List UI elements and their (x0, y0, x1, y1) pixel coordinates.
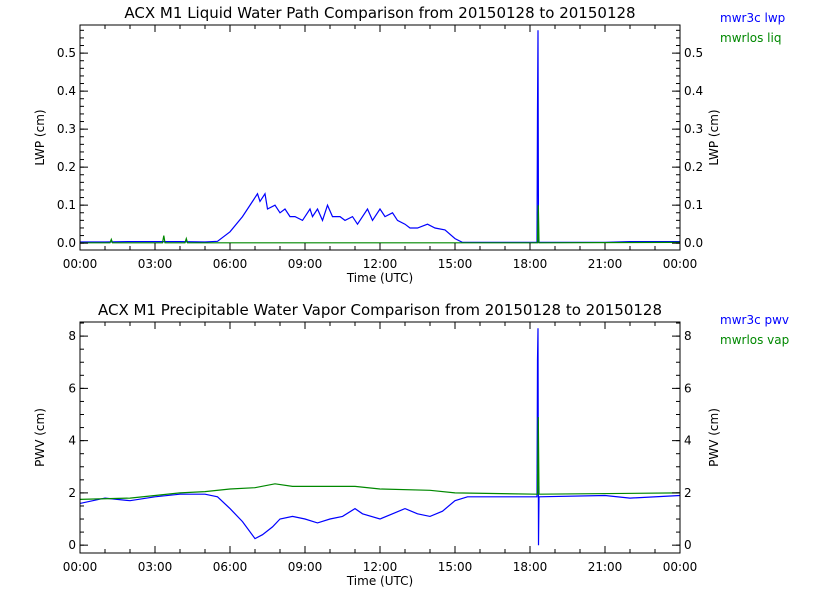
x-tick-label: 21:00 (588, 257, 623, 271)
x-tick-label: 09:00 (288, 560, 323, 574)
series-line-mwrlos-vap (79, 417, 681, 500)
y-tick-label: 4 (68, 434, 76, 448)
chart-title: ACX M1 Precipitable Water Vapor Comparis… (98, 301, 662, 319)
y-tick-label: 0.2 (57, 160, 76, 174)
y-tick-label-right: 8 (684, 329, 692, 343)
legend-entry: mwr3c lwp (720, 11, 785, 25)
y-tick-label-right: 6 (684, 381, 692, 395)
legend-entry: mwrlos vap (720, 333, 789, 347)
y-tick-label-right: 0.2 (684, 160, 703, 174)
x-tick-label: 12:00 (363, 257, 398, 271)
x-tick-label: 06:00 (213, 560, 248, 574)
y-tick-label: 0.1 (57, 198, 76, 212)
y-tick-label-right: 0 (684, 538, 692, 552)
y-tick-label: 6 (68, 381, 76, 395)
series-line-mwr3c-pwv (79, 328, 681, 546)
plot-frame (79, 24, 681, 251)
y-tick-label: 0.5 (57, 46, 76, 60)
legend-entry: mwrlos liq (720, 31, 781, 45)
series-line-mwrlos-liq (80, 205, 681, 244)
y-tick-label: 8 (68, 329, 76, 343)
x-tick-label: 21:00 (588, 560, 623, 574)
x-tick-label: 00:00 (663, 257, 698, 271)
series-line-mwr3c-lwp (80, 30, 680, 243)
y-tick-label: 0.4 (57, 84, 76, 98)
y-axis-label-right: PWV (cm) (707, 408, 721, 467)
y-tick-label: 2 (68, 486, 76, 500)
x-tick-label: 03:00 (138, 257, 173, 271)
y-tick-label-right: 0.5 (684, 46, 703, 60)
x-tick-label: 00:00 (63, 560, 98, 574)
y-tick-label-right: 0.0 (684, 236, 703, 250)
y-tick-label-right: 0.1 (684, 198, 703, 212)
x-tick-label: 18:00 (513, 560, 548, 574)
plot-1: mwr3c pwv mwrlos vap ACX M1 Precipitable W… (33, 301, 789, 588)
y-axis-label: LWP (cm) (33, 109, 47, 165)
x-tick-label: 00:00 (663, 560, 698, 574)
y-tick-label-right: 0.4 (684, 84, 703, 98)
legend-entry: mwr3c pwv (720, 313, 789, 327)
x-tick-label: 03:00 (138, 560, 173, 574)
x-tick-label: 09:00 (288, 257, 323, 271)
x-axis-label: Time (UTC) (346, 574, 413, 588)
y-tick-label: 0.0 (57, 236, 76, 250)
x-tick-label: 06:00 (213, 257, 248, 271)
y-tick-label-right: 4 (684, 434, 692, 448)
y-tick-label-right: 0.3 (684, 122, 703, 136)
x-axis-label: Time (UTC) (346, 271, 413, 285)
x-tick-label: 00:00 (63, 257, 98, 271)
y-tick-label-right: 2 (684, 486, 692, 500)
x-tick-label: 15:00 (438, 257, 473, 271)
y-axis-label: PWV (cm) (33, 408, 47, 467)
x-tick-label: 18:00 (513, 257, 548, 271)
plot-frame (79, 321, 681, 554)
plot-0: mwr3c lwp mwrlos liq ACX M1 Liquid Water P… (33, 4, 785, 285)
x-tick-label: 12:00 (363, 560, 398, 574)
y-tick-label: 0 (68, 538, 76, 552)
y-tick-label: 0.3 (57, 122, 76, 136)
chart-title: ACX M1 Liquid Water Path Comparison from… (124, 4, 635, 22)
x-tick-label: 15:00 (438, 560, 473, 574)
y-axis-label-right: LWP (cm) (707, 109, 721, 165)
